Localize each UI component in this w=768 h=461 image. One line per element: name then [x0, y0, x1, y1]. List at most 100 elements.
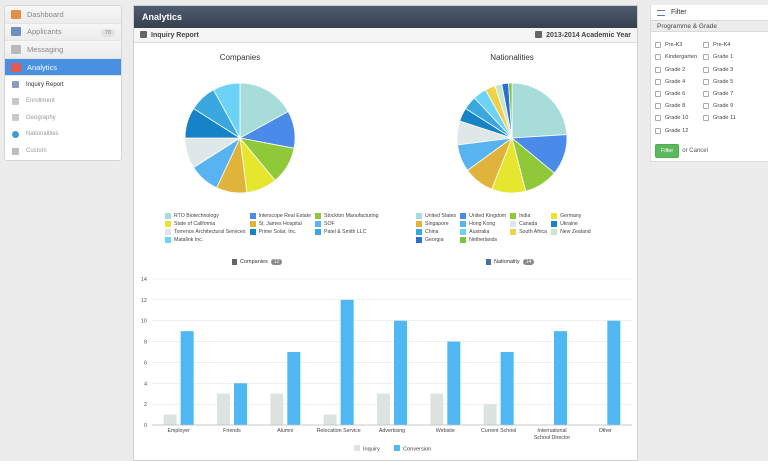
nationalities-legend-item[interactable]: Georgia [416, 237, 456, 243]
nationalities-legend-item[interactable]: Singapore [416, 221, 456, 227]
grade-option-grade-3[interactable]: Grade 3 [703, 64, 751, 74]
bar-conversion-employer[interactable] [180, 331, 194, 425]
cancel-link[interactable]: or Cancel [682, 148, 708, 154]
bar-conversion-international-school-director[interactable] [554, 331, 567, 425]
subnav-enrollment[interactable]: Enrollment [5, 93, 121, 110]
grade-option-grade-5[interactable]: Grade 5 [703, 77, 751, 87]
bar-conversion-alumni[interactable] [287, 352, 301, 425]
applicants-icon [11, 27, 21, 37]
legend-label-conversion[interactable]: Conversion [403, 447, 431, 453]
subnav-inquiry-report[interactable]: Inquiry Report [5, 76, 121, 93]
grade-option-grade-6[interactable]: Grade 6 [655, 89, 703, 99]
nationalities-legend-item[interactable]: Germany [551, 213, 591, 219]
nationalities-legend-item[interactable]: Canada [510, 221, 547, 227]
grade-option-grade-9[interactable]: Grade 9 [703, 101, 751, 111]
grade-option-grade-8[interactable]: Grade 8 [655, 101, 703, 111]
grade-option-grade-2[interactable]: Grade 2 [655, 64, 703, 74]
academic-year-wrap[interactable]: 2013-2014 Academic Year [535, 31, 631, 39]
bar-inquiry-employer[interactable] [163, 414, 177, 425]
bar-conversion-current-school[interactable] [500, 352, 514, 425]
nationalities-legend-item[interactable]: New Zealand [551, 229, 591, 235]
nationalities-legend-item[interactable]: Australia [460, 229, 506, 235]
grade-option-grade-1[interactable]: Grade 1 [703, 52, 751, 62]
companies-legend-item[interactable]: Stockton Manufacturing [314, 213, 378, 219]
companies-legend-item[interactable]: Interscope Real Estate [249, 213, 311, 219]
grade-checkbox[interactable] [703, 115, 709, 122]
grade-option-grade-4[interactable]: Grade 4 [655, 77, 703, 87]
grade-checkbox[interactable] [703, 66, 709, 73]
grade-checkbox[interactable] [703, 42, 709, 49]
grade-checkbox[interactable] [655, 78, 661, 85]
companies-slice-rto-biotechnology[interactable] [239, 82, 289, 139]
companies-legend-item[interactable]: RTO Biotechnology [165, 213, 246, 219]
bar-conversion-website[interactable] [447, 341, 461, 425]
nationalities-slice-netherlands[interactable] [508, 82, 513, 139]
grade-checkbox[interactable] [655, 103, 661, 110]
nationalities-legend-item[interactable]: India [510, 213, 547, 219]
companies-tag[interactable]: Companies 12 [232, 259, 283, 265]
nav-dashboard[interactable]: Dashboard [5, 6, 121, 24]
nationalities-legend-item[interactable]: United Kingdom [460, 213, 506, 219]
grade-checkbox[interactable] [703, 78, 709, 85]
grade-checkbox[interactable] [703, 90, 709, 97]
companies-legend-item[interactable]: Matalink Inc. [165, 237, 246, 243]
grade-checkbox[interactable] [703, 103, 709, 110]
grade-option-grade-7[interactable]: Grade 7 [703, 89, 751, 99]
nav-messaging[interactable]: Messaging [5, 41, 121, 59]
grade-checkbox[interactable] [655, 127, 661, 134]
y-tick-label: 6 [144, 360, 147, 366]
nationalities-legend-item[interactable]: China [416, 229, 456, 235]
x-tick-label: Employer [167, 428, 190, 434]
bar-conversion-friends[interactable] [234, 383, 247, 425]
bar-conversion-advertising[interactable] [394, 320, 407, 425]
grade-checkbox[interactable] [655, 54, 661, 61]
bar-inquiry-current-school[interactable] [483, 404, 497, 425]
legend-label-inquiry[interactable]: Inquiry [363, 447, 380, 453]
companies-slice-matalink-inc[interactable] [212, 82, 241, 139]
nav-applicants[interactable]: Applicants 78 [5, 23, 121, 42]
grade-checkbox[interactable] [655, 115, 661, 122]
nationality-tag[interactable]: Nationality 14 [486, 259, 535, 265]
bar-inquiry-website[interactable] [430, 393, 444, 425]
nationalities-slice-united-states[interactable] [511, 82, 568, 139]
grade-checkbox[interactable] [655, 90, 661, 97]
grade-option-grade-12[interactable]: Grade 12 [655, 125, 703, 135]
grade-option-kindergarten[interactable]: Kindergarten [655, 52, 703, 62]
nationalities-legend-item[interactable]: Netherlands [460, 237, 506, 243]
bar-inquiry-relocation-service[interactable] [323, 414, 337, 425]
bar-inquiry-advertising[interactable] [377, 393, 390, 425]
companies-legend-item[interactable]: St. James Hospital [249, 221, 311, 227]
bar-conversion-relocation-service[interactable] [340, 299, 354, 425]
book-icon [140, 31, 147, 38]
sources-bar-chart: 0 2 4 6 8 10 12 14 Employer Friends Alumni Relocati… [141, 277, 632, 453]
grade-checkbox[interactable] [655, 66, 661, 73]
bar-inquiry-friends[interactable] [217, 393, 230, 425]
nationalities-legend-swatch [416, 213, 422, 219]
grade-option-pre-k3[interactable]: Pre-K3 [655, 40, 703, 50]
companies-legend-item[interactable]: State of California [165, 221, 246, 227]
bar-conversion-other[interactable] [607, 320, 621, 425]
companies-legend-item[interactable]: Patel & Smith LLC [314, 229, 379, 235]
subnav-custom[interactable]: Custom [5, 143, 121, 160]
subnav-geography[interactable]: Geography [5, 110, 121, 127]
companies-tag-label: Companies [240, 259, 268, 265]
grade-checkbox[interactable] [655, 42, 661, 49]
nationalities-legend-item[interactable]: United States [416, 213, 456, 219]
bar-inquiry-alumni[interactable] [270, 393, 284, 425]
nationalities-legend-item[interactable]: Ukraine [551, 221, 591, 227]
grade-option-grade-10[interactable]: Grade 10 [655, 113, 703, 123]
grade-option-grade-11[interactable]: Grade 11 [703, 113, 751, 123]
companies-legend-item[interactable]: Prime Solar, Inc. [249, 229, 311, 235]
nationalities-legend-item[interactable]: South Africa [510, 229, 547, 235]
companies-chart-title: Companies [219, 53, 261, 62]
grade-option-pre-k4[interactable]: Pre-K4 [703, 40, 751, 50]
companies-legend-item[interactable]: SOF [314, 221, 379, 227]
nationality-tag-count: 14 [522, 259, 535, 265]
nav-analytics[interactable]: Analytics [5, 58, 121, 77]
nationalities-legend-item[interactable]: Hong Kong [460, 221, 506, 227]
filter-button[interactable]: Filter [655, 144, 680, 158]
grade-checkbox[interactable] [703, 54, 709, 61]
subnav-nationalities[interactable]: Nationalities [5, 126, 121, 143]
companies-legend-item[interactable]: Torrence Architectural Services [165, 229, 246, 235]
report-header: Inquiry Report 2013-2014 Academic Year [134, 28, 637, 43]
